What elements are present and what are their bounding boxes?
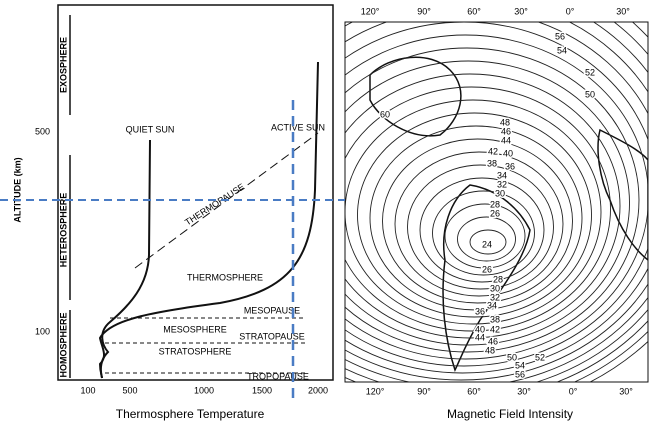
- y-tick-label: 100: [35, 326, 50, 336]
- x-tick-label: 1000: [194, 385, 214, 395]
- lon-label: 60°: [467, 6, 481, 16]
- lon-label: 120°: [366, 386, 385, 396]
- lon-label: 0°: [566, 6, 575, 16]
- contour-label: 54: [557, 45, 567, 55]
- map: [183, 0, 655, 415]
- region-label: EXOSPHERE: [58, 37, 68, 93]
- contour-label: 26: [490, 208, 500, 218]
- contour-label: 38: [490, 314, 500, 324]
- contour-label: 34: [487, 300, 497, 310]
- x-tick-label: 1500: [252, 385, 272, 395]
- contour-label: 56: [555, 31, 565, 41]
- x-tick-label: 500: [122, 385, 137, 395]
- contour-label: 36: [475, 306, 485, 316]
- layer-label: STRATOSPHERE: [159, 346, 232, 356]
- curve-label: QUIET SUN: [126, 124, 175, 134]
- contour-label: 48: [485, 345, 495, 355]
- lon-label: 30°: [619, 386, 633, 396]
- caption: Thermosphere Temperature: [116, 407, 265, 421]
- contour-label: 42: [490, 324, 500, 334]
- contour-label: 26: [482, 264, 492, 274]
- contour-label: 52: [585, 67, 595, 77]
- y-tick-label: 500: [35, 126, 50, 136]
- contour-label: 52: [535, 352, 545, 362]
- contour-label: 24: [482, 239, 492, 249]
- region-label: HETEROSPHERE: [58, 193, 68, 268]
- bottom-ticks: 120° 90° 60° 30° 0° 30°: [366, 386, 634, 396]
- lon-label: 30°: [517, 386, 531, 396]
- y-axis-title: ALTITUDE (km): [12, 157, 22, 222]
- lon-label: 90°: [417, 6, 431, 16]
- contour-label: 44: [501, 135, 511, 145]
- layer-label: STRATOPAUSE: [239, 331, 305, 341]
- layer-label: MESOSPHERE: [163, 324, 227, 334]
- layer-label: THERMOPAUSE: [183, 182, 246, 228]
- lon-label: 120°: [361, 6, 380, 16]
- layer-label: MESOPAUSE: [244, 305, 300, 315]
- lon-label: 60°: [467, 386, 481, 396]
- contour-label: 42: [488, 146, 498, 156]
- curve-label: ACTIVE SUN: [271, 122, 325, 132]
- contour-label: 38: [487, 158, 497, 168]
- lon-label: 30°: [616, 6, 630, 16]
- layer-label: TROPOPAUSE: [247, 371, 309, 381]
- x-tick-label: 100: [80, 385, 95, 395]
- lon-label: 0°: [569, 386, 578, 396]
- contour-label: 60: [380, 109, 390, 119]
- x-tick-label: 2000: [308, 385, 328, 395]
- quiet-sun-curve: [101, 140, 150, 378]
- region-label: HOMOSPHERE: [58, 312, 68, 377]
- layer-label: THERMOSPHERE: [187, 272, 263, 282]
- top-ticks: 120° 90° 60° 30° 0° 30°: [361, 6, 631, 16]
- lon-label: 30°: [514, 6, 528, 16]
- contour-label: 30: [495, 188, 505, 198]
- contour-label: 40: [503, 148, 513, 158]
- contour-label: 44: [475, 332, 485, 342]
- lon-label: 90°: [417, 386, 431, 396]
- contour-label: 56: [515, 369, 525, 379]
- caption: Magnetic Field Intensity: [447, 407, 573, 421]
- contour-label: 50: [585, 89, 595, 99]
